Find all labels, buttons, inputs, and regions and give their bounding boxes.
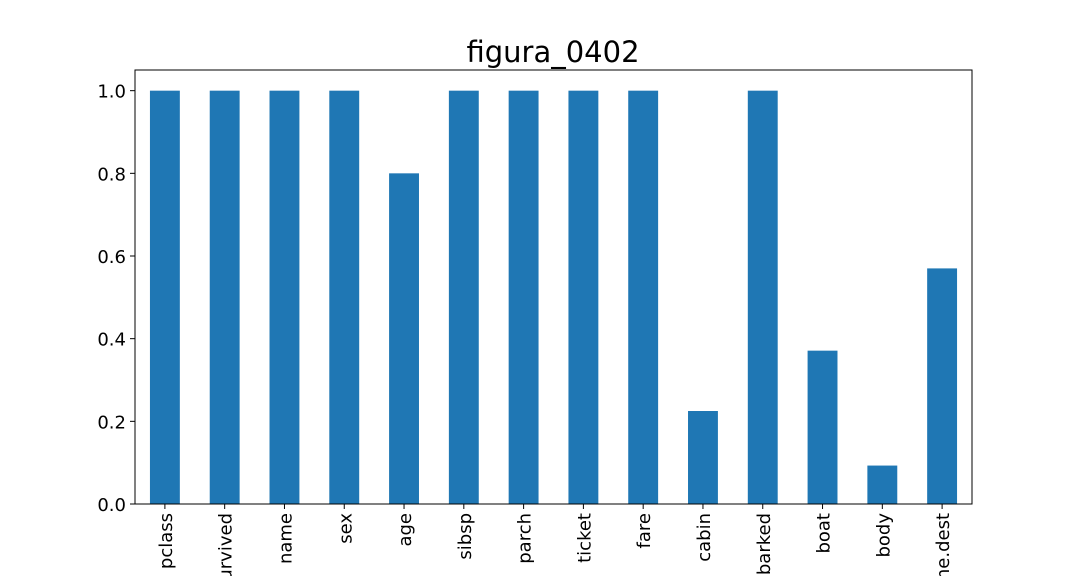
y-tick-label: 0.4	[97, 330, 126, 351]
bar-name	[269, 90, 300, 505]
x-tick-label: body	[873, 513, 894, 558]
x-tick-label: name	[275, 513, 296, 564]
x-tick-label: cabin	[694, 513, 715, 562]
y-tick-label: 1.0	[97, 82, 126, 103]
y-tick-label: 0.8	[97, 164, 126, 185]
x-tick-label: sex	[335, 513, 356, 544]
x-tick-labels: pclass survived name sex age sibsp parch ticket…	[156, 513, 954, 576]
y-tick-label: 0.6	[97, 247, 126, 268]
bar-embarked	[747, 90, 778, 505]
bar-sibsp	[448, 90, 479, 505]
x-tick-label: ticket	[574, 513, 595, 563]
bar-cabin	[688, 411, 718, 504]
bars-group	[149, 90, 958, 505]
x-tick-label: boat	[814, 513, 835, 554]
x-tick-label: fare	[634, 513, 655, 548]
bar-body	[867, 465, 898, 504]
bar-parch	[508, 90, 539, 505]
y-axis: 0.0 0.2 0.4 0.6 0.8 1.0	[97, 82, 135, 516]
x-tick-label: pclass	[156, 513, 177, 569]
chart-title: figura_0402	[466, 35, 639, 69]
bar-survived	[209, 90, 240, 505]
y-tick-label: 0.0	[97, 495, 126, 516]
x-tick-label: age	[395, 513, 416, 547]
x-axis: pclass survived name sex age sibsp parch ticket…	[156, 504, 954, 576]
x-tick-label: embarked	[754, 513, 775, 576]
x-tick-label: survived	[216, 513, 237, 576]
bar-fare	[628, 90, 659, 505]
x-tick-label: sibsp	[455, 513, 476, 560]
y-tick-label: 0.2	[97, 412, 126, 433]
bar-pclass	[149, 90, 180, 505]
bar-age	[389, 173, 419, 505]
plot-frame	[134, 69, 973, 505]
bar-boat	[807, 350, 838, 504]
x-tick-label: home.dest	[933, 513, 954, 576]
bar-sex	[329, 90, 360, 505]
bar-home-dest	[927, 268, 958, 504]
bar-ticket	[568, 90, 599, 505]
x-tick-label: parch	[515, 513, 536, 564]
